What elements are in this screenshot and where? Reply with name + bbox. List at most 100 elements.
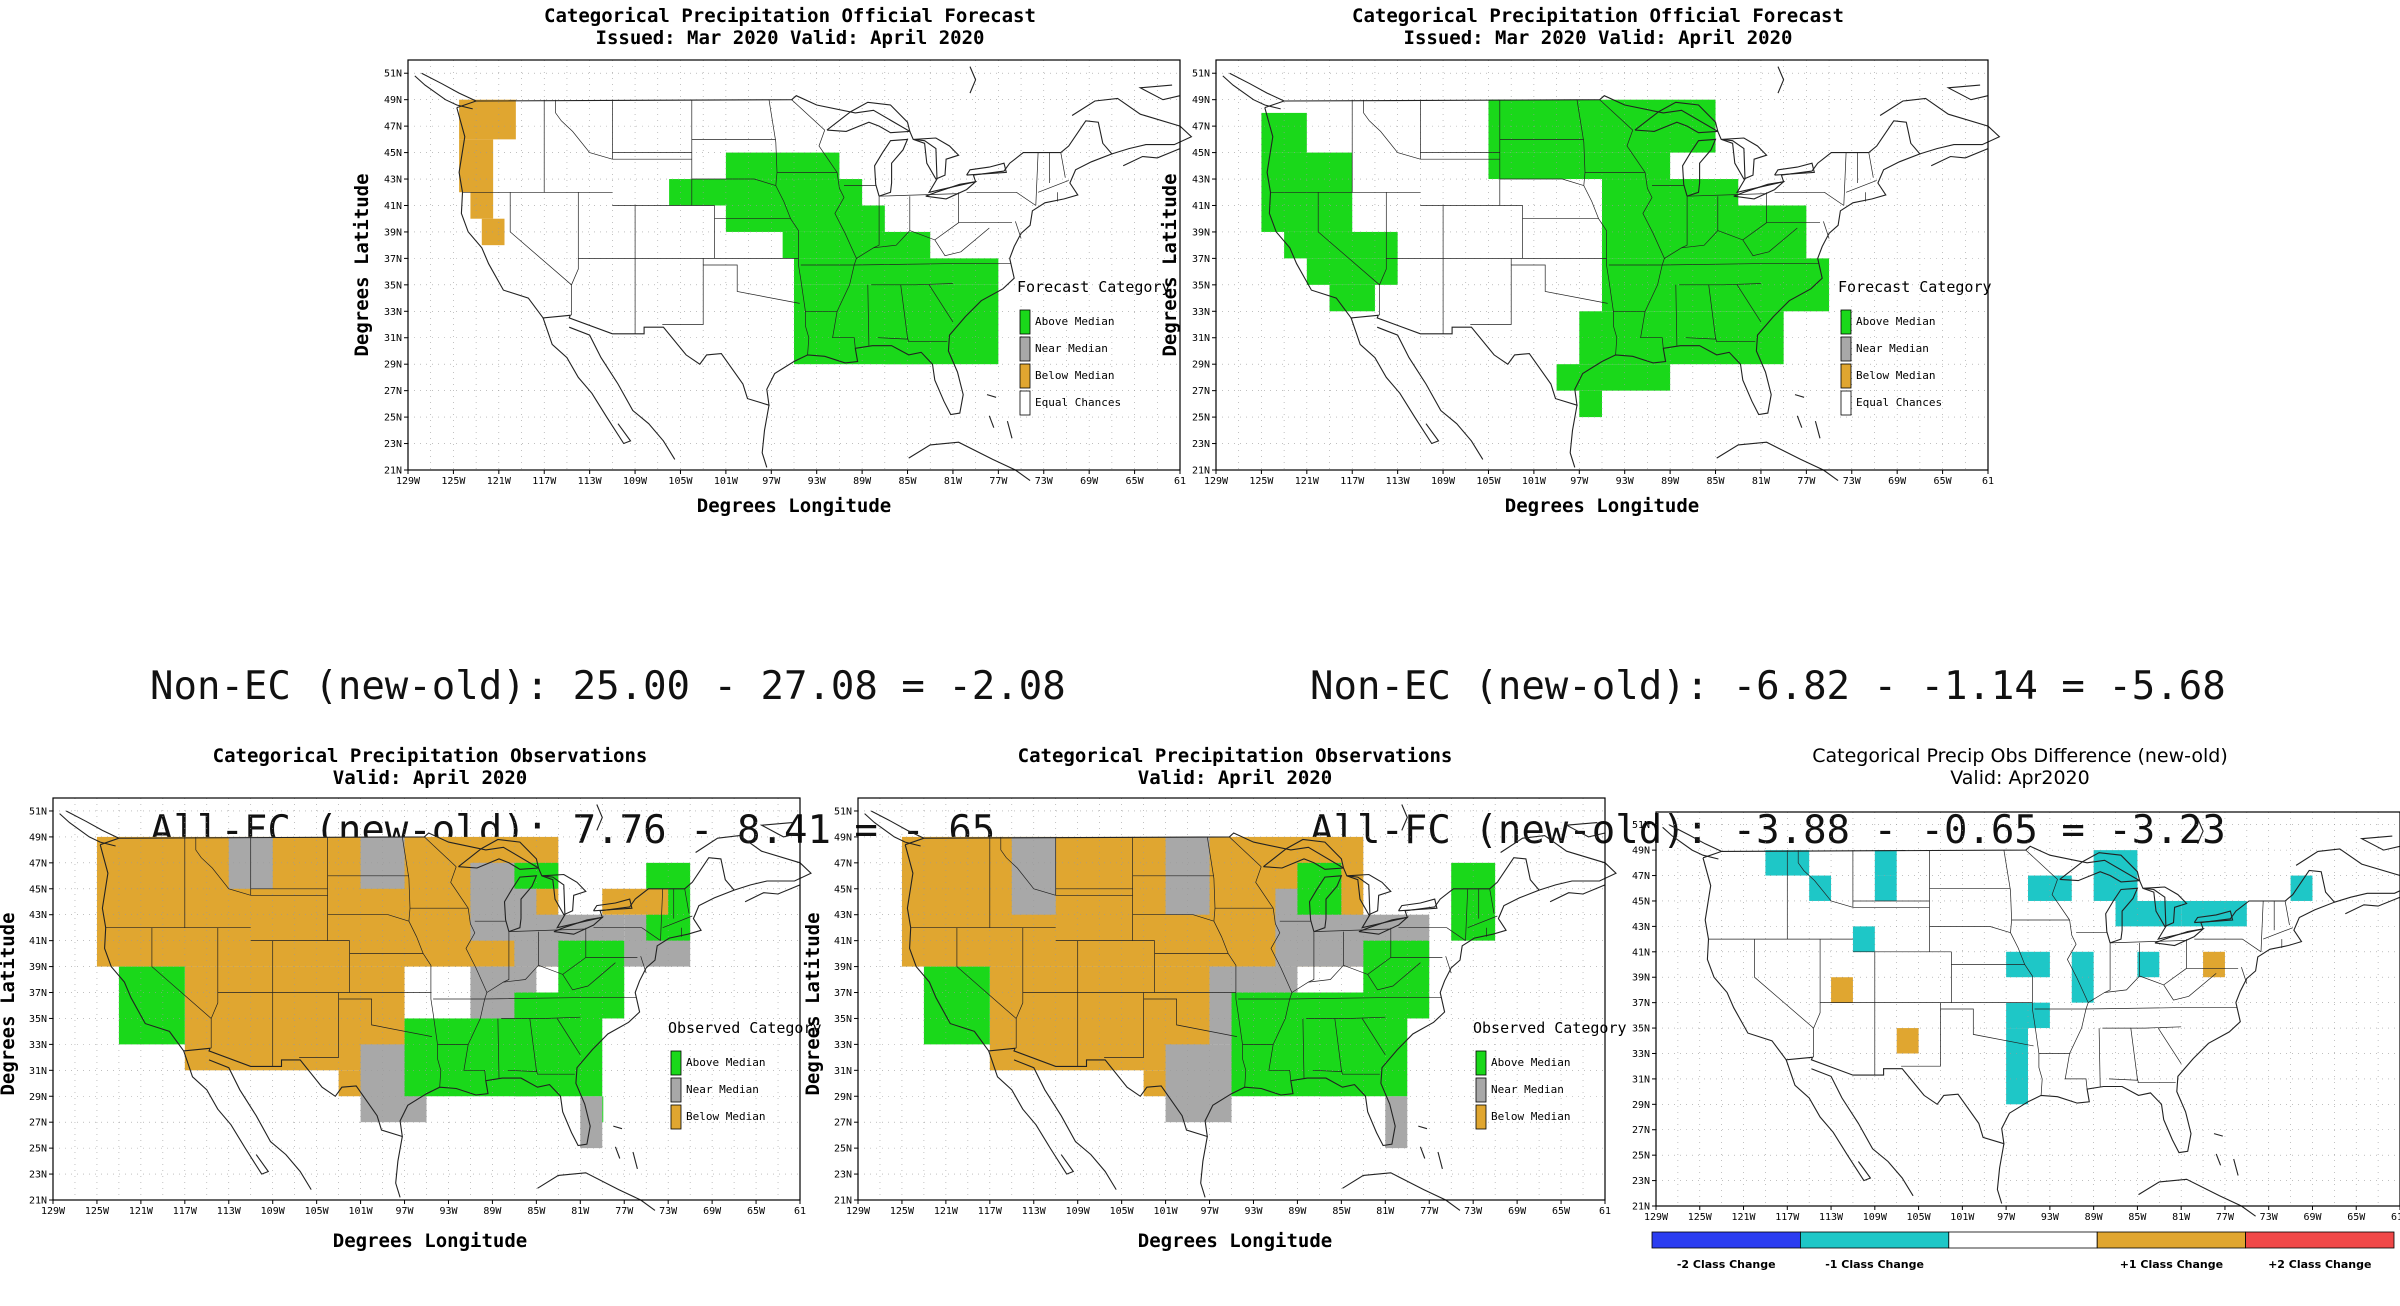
lon-tick-label: 77W: [615, 1206, 634, 1217]
legend-title: Forecast Category: [1838, 278, 1992, 296]
state-boundary: [1289, 997, 1442, 1000]
state-boundary: [1679, 283, 1761, 286]
state-boundary: [1736, 284, 1762, 323]
coastline-segment: [1996, 1143, 2005, 1204]
lat-tick-label: 49N: [384, 95, 402, 106]
lon-tick-label: 77W: [1420, 1206, 1439, 1217]
state-boundary: [195, 836, 251, 896]
lat-tick-label: 33N: [384, 307, 402, 318]
coastline-segment: [1733, 180, 1786, 200]
coastline-segment: [744, 884, 801, 903]
coastline-segment: [969, 66, 977, 94]
category-cell: [1451, 862, 1496, 941]
state-boundary: [832, 172, 857, 349]
state-boundary: [555, 99, 613, 160]
state-boundary: [2051, 879, 2070, 921]
category-cell: [2115, 900, 2182, 927]
state-boundary: [958, 192, 1012, 224]
lon-tick-label: 61W: [2391, 1212, 2400, 1223]
category-cell: [1602, 205, 1807, 259]
coastline-segment: [1013, 1059, 1117, 1190]
lat-tick-label: 33N: [29, 1040, 47, 1051]
lon-tick-label: 101W: [349, 1206, 374, 1217]
lon-tick-label: 73W: [1464, 1206, 1483, 1217]
lon-tick-label: 73W: [659, 1206, 678, 1217]
lon-tick-label: 125W: [85, 1206, 110, 1217]
lat-tick-label: 41N: [834, 936, 852, 947]
state-boundaries: [105, 836, 693, 1088]
lat-tick-label: 27N: [834, 1118, 852, 1129]
coastline-segment: [541, 873, 587, 916]
state-boundary: [1823, 221, 1830, 239]
coastline-segment: [908, 441, 1031, 482]
category-cell: [470, 192, 494, 219]
y-axis-title: Degrees Latitude: [802, 912, 824, 1095]
state-boundary: [536, 1070, 575, 1075]
state-boundary: [1306, 1016, 1386, 1019]
map-frame: [52, 797, 801, 1201]
lon-tick-label: 105W: [1476, 476, 1501, 487]
state-boundary: [768, 99, 778, 186]
coastline-segment: [2138, 1178, 2256, 1217]
legend-swatch: [1019, 336, 1031, 362]
legend-label: Near Median: [686, 1083, 759, 1096]
category-cell: [558, 940, 625, 1019]
category-cell: [1831, 977, 1853, 1003]
map-frame: [857, 797, 1606, 1201]
state-boundary: [1361, 1018, 1386, 1055]
lat-tick-label: 45N: [29, 884, 47, 895]
panel-title-line1: Categorical Precipitation Observations: [1018, 745, 1453, 767]
lat-tick-label: 45N: [1632, 896, 1650, 907]
category-cell: [1385, 1096, 1408, 1149]
category-cell: [360, 836, 405, 889]
forecast-panel-old: Categorical Precipitation Official Forec…: [350, 0, 1193, 520]
state-boundary: [1255, 866, 1274, 909]
state-boundary: [934, 227, 990, 257]
coastline-segment: [1811, 1068, 1914, 1197]
coastline-segment: [1437, 1151, 1443, 1170]
legend-label: Near Median: [1035, 342, 1108, 355]
state-boundary: [791, 99, 825, 131]
state-boundary: [2186, 939, 2239, 969]
coastline-segment: [59, 813, 116, 847]
category-cell: [481, 218, 505, 246]
state-boundary: [691, 178, 776, 186]
state-boundary: [1489, 888, 1495, 914]
legend-label: Below Median: [1035, 369, 1114, 382]
state-boundary: [1599, 99, 1633, 131]
lon-tick-label: 105W: [1110, 1206, 1135, 1217]
lon-tick-label: 97W: [1570, 476, 1589, 487]
state-boundary: [907, 337, 948, 343]
state-boundary: [2194, 938, 2262, 953]
state-boundaries: [1708, 849, 2293, 1096]
state-boundary: [1313, 928, 1391, 932]
panel-title-line1: Categorical Precip Obs Difference (new-o…: [1812, 745, 2227, 767]
state-boundary: [508, 928, 586, 932]
state-boundary: [703, 264, 800, 304]
precip-category-boxes: [459, 99, 999, 365]
coastline-segment: [183, 1050, 270, 1175]
axis-ticks: 21N 23N 25N 27N 29N 31N 33N 35N 37N 39N 41N 43N 45N 4…: [1632, 820, 2400, 1223]
lon-tick-label: 81W: [944, 476, 963, 487]
lat-tick-label: 49N: [1192, 95, 1210, 106]
lat-tick-label: 37N: [1632, 998, 1650, 1009]
category-cell: [1011, 836, 1056, 915]
lon-tick-label: 97W: [1200, 1206, 1219, 1217]
coastline-segment: [1071, 97, 1193, 155]
lat-tick-label: 41N: [1192, 201, 1210, 212]
lat-tick-label: 43N: [1632, 922, 1650, 933]
lon-tick-label: 89W: [853, 476, 872, 487]
lat-tick-label: 23N: [384, 439, 402, 450]
lon-tick-label: 125W: [890, 1206, 915, 1217]
lon-tick-label: 97W: [762, 476, 781, 487]
lon-tick-label: 117W: [532, 476, 557, 487]
coastline-segment: [1122, 148, 1181, 167]
coastline-segment: [913, 137, 960, 180]
lat-tick-label: 29N: [1632, 1100, 1650, 1111]
lat-tick-label: 37N: [29, 988, 47, 999]
coastline-segment: [1785, 1059, 1872, 1182]
state-boundary: [660, 888, 664, 941]
coastline-segment: [1308, 875, 1343, 933]
legend-label: Equal Chances: [1856, 396, 1942, 409]
state-boundary: [1291, 931, 1315, 993]
